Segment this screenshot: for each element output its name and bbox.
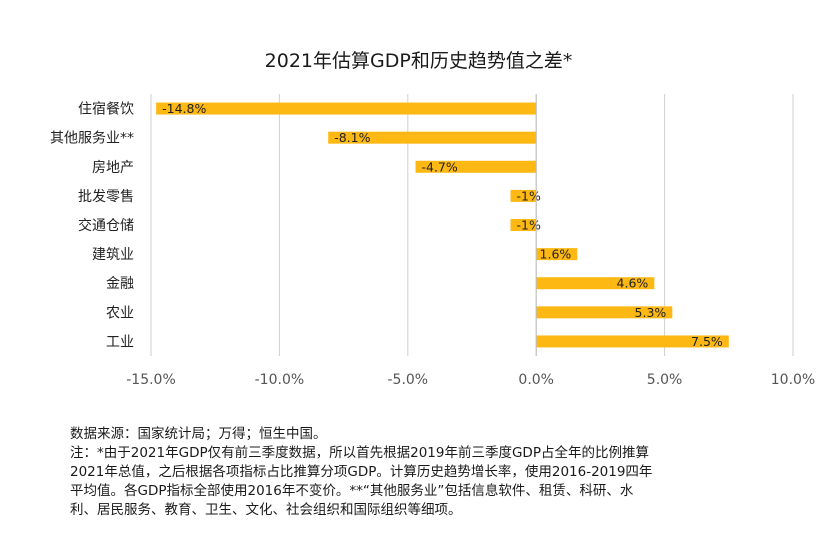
x-tick-label: -10.0% xyxy=(255,372,305,388)
bar xyxy=(536,248,578,261)
x-tick-label: -5.0% xyxy=(387,372,428,388)
data-label: -14.8% xyxy=(162,101,206,116)
note-line: 2021年总值，之后根据各项指标占比推算分项GDP。计算历史趋势增长率，使用20… xyxy=(70,464,653,480)
category-label: 农业 xyxy=(106,305,134,321)
data-label: -1% xyxy=(517,218,541,233)
chart-notes: 数据来源：国家统计局；万得；恒生中国。 注：*由于2021年GDP仅有前三季度数… xyxy=(70,425,810,520)
x-tick-label: -15.0% xyxy=(126,372,176,388)
bar xyxy=(328,131,537,144)
bar xyxy=(156,102,537,115)
category-label: 交通仓储 xyxy=(78,217,134,234)
category-label: 住宿餐饮 xyxy=(78,101,134,118)
note-line: 利、居民服务、教育、卫生、文化、社会组织和国际组织等细项。 xyxy=(70,502,462,518)
bar xyxy=(536,306,673,319)
x-tick-label: 10.0% xyxy=(771,372,815,388)
x-tick-label: 5.0% xyxy=(647,372,683,388)
category-label: 工业 xyxy=(106,334,134,350)
category-label: 批发零售 xyxy=(78,189,134,205)
category-label: 房地产 xyxy=(92,160,134,176)
data-label: 4.6% xyxy=(617,276,649,291)
bar xyxy=(510,219,537,231)
note-line: 注：*由于2021年GDP仅有前三季度数据，所以首先根据2019年前三季度GDP… xyxy=(70,445,649,461)
chart-title: 2021年估算GDP和历史趋势值之差* xyxy=(264,50,573,72)
category-label: 建筑业 xyxy=(92,247,134,263)
data-label: 1.6% xyxy=(540,247,572,262)
x-tick-label: 0.0% xyxy=(518,372,554,388)
bar xyxy=(536,335,729,348)
data-label: 5.3% xyxy=(635,305,667,320)
bar xyxy=(510,189,537,202)
category-label: 其他服务业** xyxy=(50,131,134,147)
source-note: 数据来源：国家统计局；万得；恒生中国。 xyxy=(70,426,327,442)
data-label: 7.5% xyxy=(691,334,723,349)
bar-chart: -15.0% -10.0% -5.0% 0.0% 5.0% 10.0% 住宿餐饮 -14.8%… xyxy=(50,94,815,388)
data-label: -1% xyxy=(517,188,541,203)
data-label: -8.1% xyxy=(334,130,370,145)
bar xyxy=(536,277,655,290)
data-label: -4.7% xyxy=(422,159,458,174)
bar xyxy=(415,160,537,173)
category-label: 金融 xyxy=(106,276,134,292)
note-line: 平均值。各GDP指标全部使用2016年不变价。**“其他服务业”包括信息软件、租… xyxy=(70,483,634,499)
